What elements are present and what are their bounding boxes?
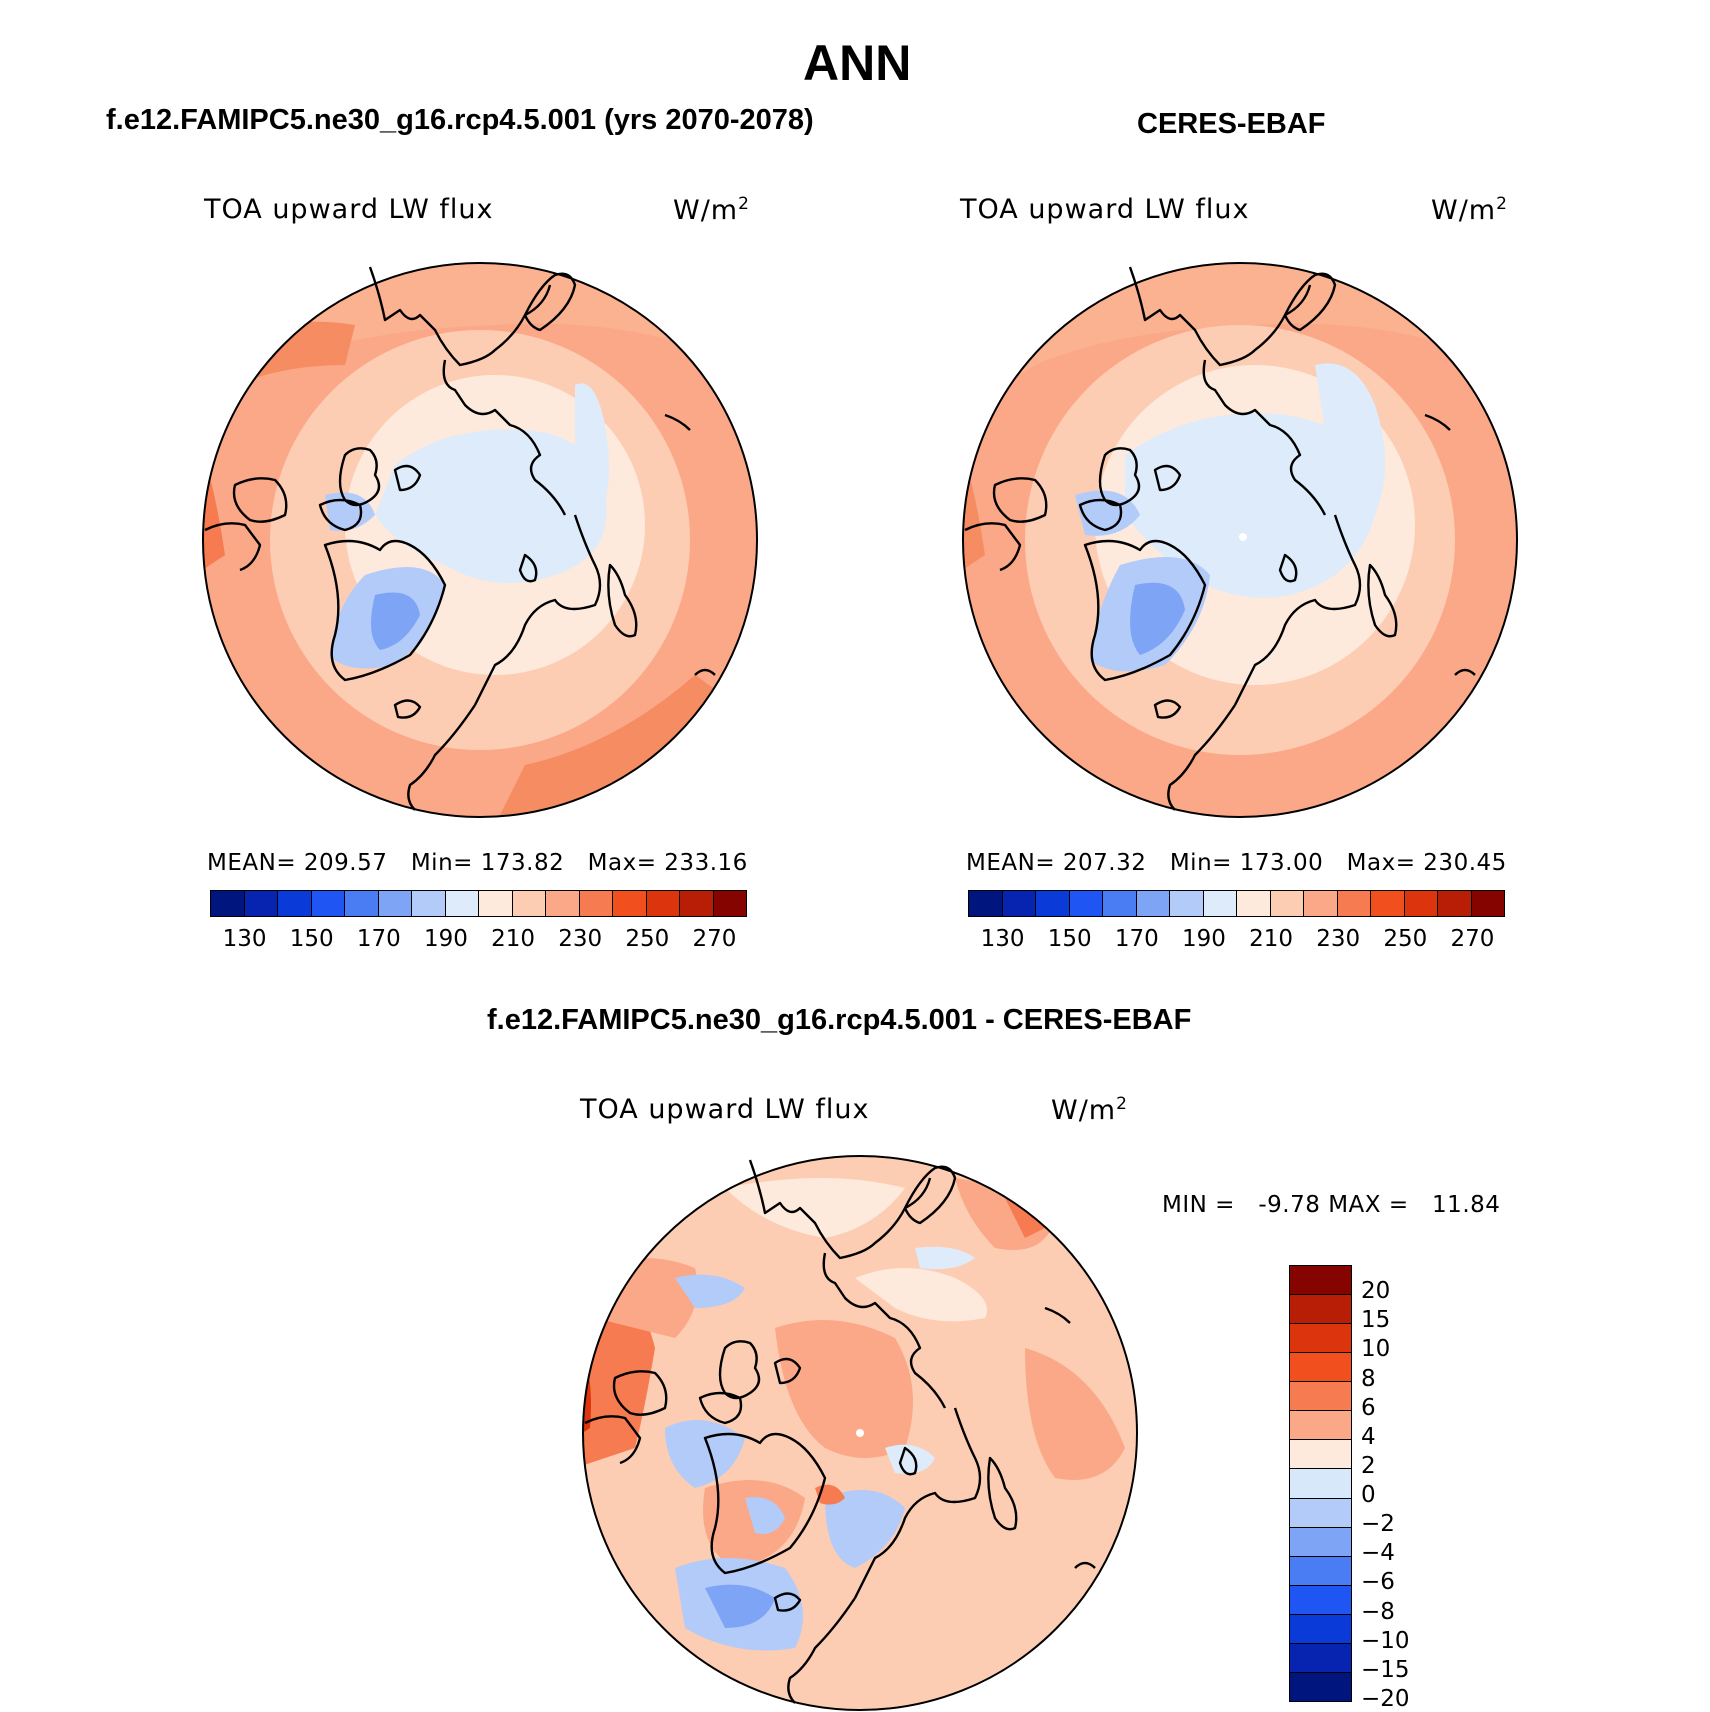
colorbar-tick-label: 270 [692, 926, 737, 952]
colorbar-box [1290, 1440, 1351, 1470]
colorbar-box [1471, 891, 1504, 916]
colorbar-box [1290, 1643, 1351, 1673]
colorbar-box [1290, 1382, 1351, 1412]
colorbar-box [1270, 891, 1304, 916]
colorbar-tick-label: 150 [1047, 926, 1092, 952]
colorbar-box [378, 891, 412, 916]
colorbar-box [445, 891, 479, 916]
colorbar-tick-label: 270 [1450, 926, 1495, 952]
colorbar-box [311, 891, 345, 916]
diff-panel-title: f.e12.FAMIPC5.ne30_g16.rcp4.5.001 - CERE… [487, 1004, 1192, 1036]
colorbar-box [1404, 891, 1438, 916]
colorbar-tick-label: 4 [1361, 1423, 1376, 1450]
obs-polar-map [962, 262, 1518, 818]
colorbar-tick-label: 230 [558, 926, 603, 952]
diff-polar-map [582, 1155, 1138, 1711]
colorbar-box [512, 891, 546, 916]
colorbar-box [1438, 891, 1472, 916]
diff-stats: MIN = -9.78 MAX = 11.84 [1162, 1192, 1501, 1218]
model-colorbar [210, 890, 747, 917]
colorbar-box [278, 891, 312, 916]
model-panel-title: f.e12.FAMIPC5.ne30_g16.rcp4.5.001 (yrs 2… [106, 104, 814, 136]
colorbar-tick-label: 210 [1249, 926, 1293, 952]
model-variable-label: TOA upward LW flux [204, 194, 494, 225]
colorbar-box [1290, 1672, 1351, 1701]
diff-variable-label: TOA upward LW flux [580, 1094, 870, 1125]
obs-colorbar [968, 890, 1505, 917]
colorbar-box [579, 891, 613, 916]
colorbar-box [211, 891, 245, 916]
colorbar-box [1002, 891, 1036, 916]
colorbar-box [613, 891, 647, 916]
colorbar-tick-label: 15 [1361, 1307, 1391, 1334]
colorbar-tick-label: −20 [1361, 1686, 1410, 1712]
obs-units-label: W/m2 [1431, 194, 1508, 226]
colorbar-tick-label: 130 [980, 926, 1025, 952]
colorbar-box [680, 891, 714, 916]
colorbar-box [1103, 891, 1137, 916]
colorbar-tick-label: 6 [1361, 1394, 1376, 1421]
diff-units-label: W/m2 [1051, 1094, 1128, 1126]
colorbar-box [345, 891, 379, 916]
colorbar-box [1290, 1266, 1351, 1296]
colorbar-box [1036, 891, 1070, 916]
obs-panel-title: CERES-EBAF [1137, 108, 1326, 140]
colorbar-box [1290, 1353, 1351, 1383]
colorbar-box [646, 891, 680, 916]
colorbar-tick-label: 190 [423, 926, 468, 952]
colorbar-box [713, 891, 746, 916]
colorbar-tick-label: 170 [356, 926, 401, 952]
colorbar-tick-label: 130 [222, 926, 267, 952]
colorbar-tick-label: 190 [1181, 926, 1226, 952]
colorbar-box [969, 891, 1003, 916]
colorbar-box [1290, 1498, 1351, 1528]
colorbar-tick-label: 210 [491, 926, 535, 952]
colorbar-box [479, 891, 513, 916]
colorbar-tick-label: −10 [1361, 1627, 1410, 1654]
colorbar-box [1304, 891, 1338, 916]
colorbar-box [1290, 1585, 1351, 1615]
diff-colorbar [1289, 1265, 1352, 1702]
colorbar-box [1290, 1469, 1351, 1499]
colorbar-box [1203, 891, 1237, 916]
colorbar-box [1069, 891, 1103, 916]
colorbar-tick-label: 170 [1114, 926, 1159, 952]
colorbar-box [1290, 1295, 1351, 1325]
colorbar-tick-label: 250 [625, 926, 670, 952]
colorbar-tick-label: −15 [1361, 1656, 1410, 1683]
model-units-label: W/m2 [673, 194, 750, 226]
colorbar-tick-label: 0 [1361, 1482, 1376, 1509]
colorbar-tick-label: 150 [289, 926, 334, 952]
colorbar-tick-label: 10 [1361, 1336, 1391, 1363]
colorbar-box [1170, 891, 1204, 916]
colorbar-box [1290, 1556, 1351, 1586]
colorbar-box [412, 891, 446, 916]
colorbar-box [1371, 891, 1405, 916]
obs-variable-label: TOA upward LW flux [960, 194, 1250, 225]
colorbar-tick-label: −8 [1361, 1598, 1395, 1625]
obs-stats: MEAN= 207.32 Min= 173.00 Max= 230.45 [966, 850, 1507, 876]
colorbar-box [1290, 1324, 1351, 1354]
main-title: ANN [803, 35, 912, 91]
colorbar-box [1290, 1411, 1351, 1441]
model-stats: MEAN= 209.57 Min= 173.82 Max= 233.16 [207, 850, 748, 876]
colorbar-tick-label: 2 [1361, 1452, 1376, 1479]
colorbar-box [1136, 891, 1170, 916]
colorbar-box [1337, 891, 1371, 916]
colorbar-box [1290, 1614, 1351, 1644]
colorbar-box [1290, 1527, 1351, 1557]
colorbar-tick-label: −2 [1361, 1511, 1395, 1538]
colorbar-box [546, 891, 580, 916]
colorbar-box [244, 891, 278, 916]
colorbar-tick-label: 250 [1383, 926, 1428, 952]
colorbar-tick-label: 8 [1361, 1365, 1376, 1392]
colorbar-tick-label: 20 [1361, 1278, 1391, 1305]
colorbar-tick-label: 230 [1316, 926, 1361, 952]
colorbar-tick-label: −6 [1361, 1569, 1395, 1596]
model-polar-map [202, 262, 758, 818]
colorbar-box [1237, 891, 1271, 916]
colorbar-tick-label: −4 [1361, 1540, 1395, 1567]
